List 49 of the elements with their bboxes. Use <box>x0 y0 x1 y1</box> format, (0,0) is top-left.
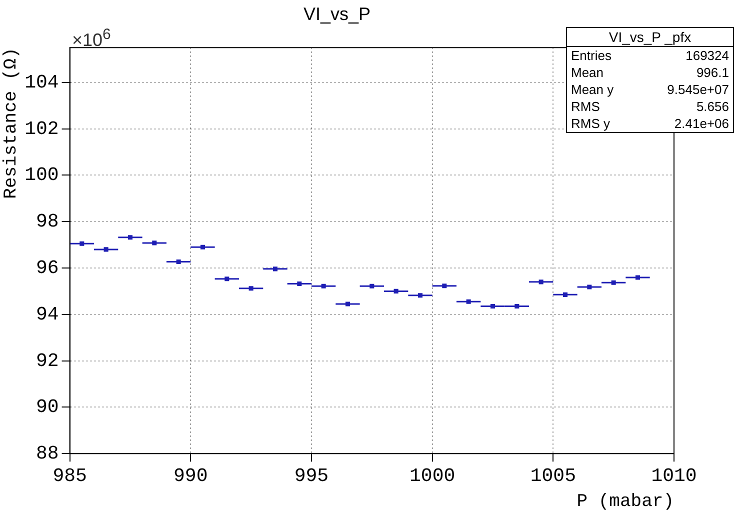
point <box>538 280 544 284</box>
y-tick-label: 96 <box>36 257 59 280</box>
point <box>418 293 423 298</box>
y-tick-label: 90 <box>36 396 59 418</box>
x-tick-label: 995 <box>294 465 329 488</box>
text: RMS 5.656 <box>571 99 729 114</box>
point <box>297 282 302 286</box>
y-tick-label: 98 <box>36 210 59 233</box>
point <box>611 280 616 285</box>
point <box>152 240 157 246</box>
x-tick-label: 1005 <box>530 465 576 488</box>
point <box>587 284 592 290</box>
y-tick-label: 94 <box>36 303 59 326</box>
text: RMS y 2.41e+06 <box>571 116 729 131</box>
y-tick-label: 100 <box>24 164 59 186</box>
point <box>345 302 350 306</box>
text: Mean y 9.545e+07 <box>571 82 729 97</box>
point <box>224 276 230 282</box>
text: VI_vs_P _pfx <box>567 28 733 47</box>
point <box>635 275 640 280</box>
y-tick-label: 88 <box>36 442 59 465</box>
y-axis-title: Resistance (Ω) <box>2 48 22 199</box>
text: Mean 996.1 <box>571 65 729 80</box>
chart-title: VI_vs_P <box>303 4 371 24</box>
point <box>321 284 326 288</box>
point <box>248 286 254 291</box>
point <box>490 304 496 309</box>
point <box>514 304 520 309</box>
point <box>466 299 471 304</box>
x-tick-label: 985 <box>52 465 87 488</box>
annotation: ×10$^{6}$ <box>72 26 111 51</box>
y-tick-label: 104 <box>24 71 59 94</box>
point <box>562 292 568 297</box>
text: Entries 169324 <box>571 48 729 63</box>
point <box>176 259 181 264</box>
x-tick-label: 1010 <box>651 465 697 488</box>
y-tick-label: 102 <box>24 118 59 140</box>
x-tick-label: 990 <box>174 465 208 488</box>
point <box>272 266 278 272</box>
point <box>394 288 398 294</box>
point <box>200 244 205 250</box>
point <box>370 284 374 288</box>
y-tick-label: 92 <box>36 350 59 372</box>
point <box>442 284 447 288</box>
x-axis-title: P (mabar) <box>576 492 674 512</box>
point <box>128 235 132 240</box>
x-tick-label: 1000 <box>410 465 456 488</box>
point <box>104 247 108 252</box>
point <box>80 241 84 246</box>
